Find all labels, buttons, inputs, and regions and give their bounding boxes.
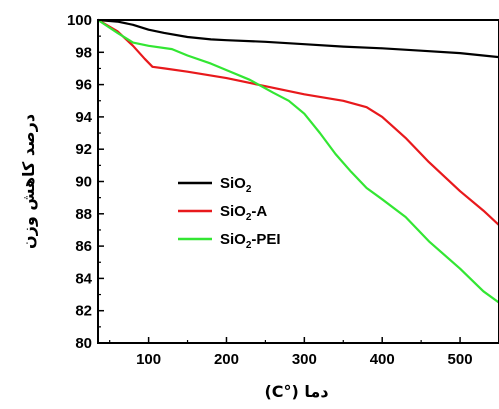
y-axis-title: درصد کاهش وزن (19, 114, 38, 249)
series-layer (97, 18, 499, 304)
x-tick-label: 300 (292, 351, 317, 368)
y-tick-label: 100 (67, 12, 92, 29)
x-axis-title: دما (°C) (264, 382, 328, 401)
legend: SiO2 SiO2-A SiO2-PEI (178, 175, 281, 251)
legend-label-2: SiO2-PEI (220, 231, 281, 251)
y-tick-label: 82 (75, 303, 92, 320)
y-tick-label: 86 (75, 238, 92, 255)
y-tick-label: 80 (75, 335, 92, 352)
x-tick-label: 200 (214, 351, 239, 368)
x-tick-label: 500 (448, 351, 473, 368)
y-tick-label: 88 (75, 206, 92, 223)
legend-label-1: SiO2-A (220, 203, 267, 223)
series-line-2 (97, 19, 499, 304)
legend-label-0: SiO2 (220, 175, 252, 195)
x-tick-label: 100 (136, 351, 161, 368)
y-tick-label: 94 (75, 109, 92, 126)
x-tick-label: 400 (370, 351, 395, 368)
y-tick-label: 92 (75, 141, 92, 158)
series-line-0 (97, 18, 499, 59)
y-tick-label: 98 (75, 44, 92, 61)
y-tick-label: 96 (75, 77, 92, 94)
series-line-1 (97, 19, 499, 226)
y-tick-label: 84 (75, 270, 92, 287)
y-tick-label: 90 (75, 174, 92, 191)
ticks-layer: 80 82 84 86 88 90 92 94 96 98 100 100 200 300 400 500 (67, 12, 473, 368)
